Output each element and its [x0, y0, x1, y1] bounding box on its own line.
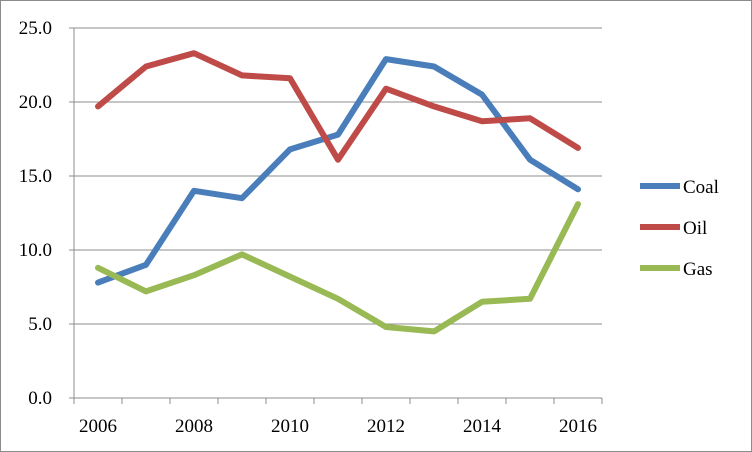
y-tick-label: 10.0	[19, 240, 52, 261]
y-tick-label: 15.0	[19, 166, 52, 187]
y-tick-label: 0.0	[28, 388, 52, 409]
legend: Coal Oil Gas	[640, 177, 719, 280]
x-axis-tick-labels: 2006 2008 2010 2012 2014 2016	[79, 416, 597, 437]
series-lines	[95, 50, 581, 335]
series-line-gas	[95, 201, 581, 335]
axes	[69, 27, 603, 404]
x-tick-label: 2008	[175, 416, 213, 437]
legend-label-gas: Gas	[683, 259, 713, 280]
x-tick-label: 2010	[271, 416, 309, 437]
legend-label-coal: Coal	[683, 177, 719, 198]
y-tick-label: 20.0	[19, 92, 52, 113]
gridlines	[74, 27, 602, 325]
series-line-oil	[95, 50, 581, 163]
x-tick-label: 2006	[79, 416, 117, 437]
x-tick-label: 2012	[367, 416, 405, 437]
x-tick-label: 2014	[463, 416, 502, 437]
y-tick-label: 25.0	[19, 18, 52, 39]
y-tick-label: 5.0	[28, 314, 52, 335]
legend-label-oil: Oil	[683, 218, 707, 239]
x-tick-label: 2016	[559, 416, 597, 437]
y-axis-tick-labels: 0.0 5.0 10.0 15.0 20.0 25.0	[19, 18, 52, 409]
series-line-coal	[95, 56, 581, 286]
